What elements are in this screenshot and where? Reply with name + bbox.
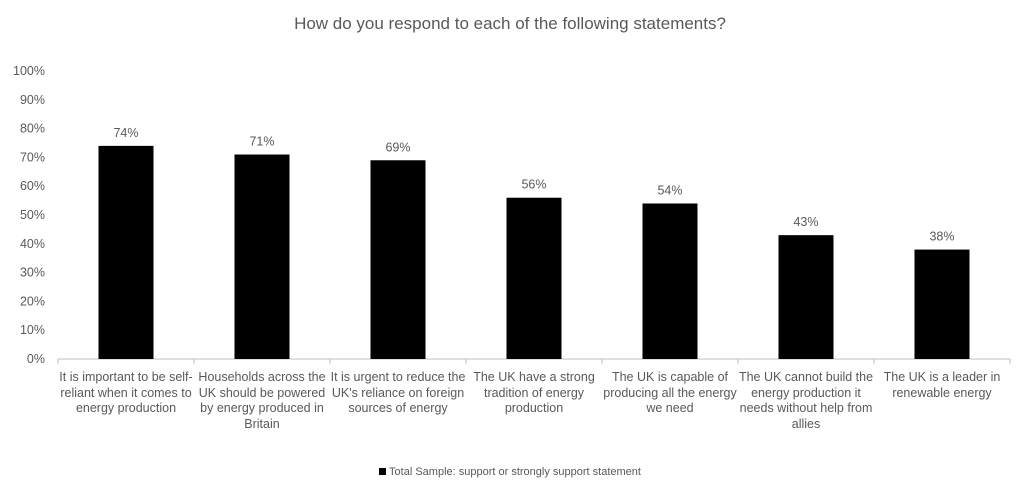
bar [370, 160, 426, 359]
x-tick-label: It is important to be self-reliant when … [59, 370, 193, 416]
data-label: 69% [385, 140, 410, 154]
bar [642, 203, 698, 359]
y-tick-label: 100% [13, 64, 45, 78]
y-tick-label: 90% [20, 93, 45, 107]
y-tick-label: 30% [20, 266, 45, 280]
y-tick-label: 10% [20, 323, 45, 337]
y-tick-label: 60% [20, 179, 45, 193]
bar [914, 249, 970, 359]
x-tick-label: The UK have a strong tradition of energy… [473, 370, 595, 416]
chart-title: How do you respond to each of the follow… [294, 14, 726, 33]
bar [234, 154, 290, 359]
x-tick-label: The UK cannot build the energy productio… [738, 370, 874, 431]
legend-swatch [379, 468, 387, 475]
data-label: 56% [521, 178, 546, 192]
x-tick-label: It is urgent to reduce the UK's reliance… [330, 370, 466, 416]
bars [98, 145, 970, 359]
x-tick-label: Households across the UK should be power… [198, 370, 326, 431]
y-axis-labels: 0% 10% 20% 30% 40% 50% 60% 70% 80% 90% 100% [13, 64, 45, 366]
x-axis-ticks [57, 359, 1011, 364]
data-label: 43% [793, 215, 818, 229]
legend: Total Sample: support or strongly suppor… [0, 466, 1020, 478]
value-labels: 74% 71% 69% 56% 54% 43% 38% [113, 126, 954, 244]
x-tick-label: The UK is a leader in renewable energy [883, 370, 1001, 400]
y-tick-label: 20% [20, 294, 45, 308]
y-tick-label: 70% [20, 150, 45, 164]
y-tick-label: 0% [27, 352, 45, 366]
legend-label: Total Sample: support or strongly suppor… [389, 466, 641, 478]
bar [98, 145, 154, 359]
bar [506, 197, 562, 359]
y-tick-label: 50% [20, 208, 45, 222]
data-label: 74% [113, 126, 138, 140]
bar [778, 235, 834, 359]
data-label: 71% [249, 135, 274, 149]
x-tick-label: The UK is capable of producing all the e… [603, 370, 737, 416]
data-label: 38% [929, 230, 954, 244]
y-tick-label: 40% [20, 237, 45, 251]
y-tick-label: 80% [20, 122, 45, 136]
data-label: 54% [657, 183, 682, 197]
